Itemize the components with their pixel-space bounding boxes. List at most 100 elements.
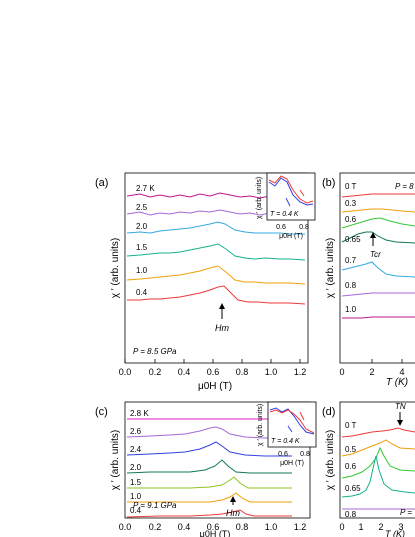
panel-c-label-2.4: 2.4 (130, 445, 142, 454)
panel-d-curve-labels: 0 T 0.5 0.6 0.65 0.8 (345, 421, 361, 519)
panel-c-inset-ylabel: χ ′ (arb. units) (257, 404, 264, 446)
panel-c-label-2.0: 2.0 (130, 463, 142, 472)
panel-a-xlabel: μ0H (T) (198, 381, 232, 392)
panel-c-inset: χ ′ (arb. units) T = 0.4 K 0.6 0.8 μ0H (… (257, 401, 317, 467)
panel-b-tcr-arrow: Tcr (370, 232, 381, 259)
panel-b-tag: (b) (322, 177, 335, 189)
panel-a-inset-xlabel: μ0H (T) (279, 233, 303, 240)
panel-a-inset-temp: T = 0.4 K (270, 211, 299, 218)
panel-c-xlabel: μ0H (T) (200, 529, 231, 537)
panel-b-curve-0.7 (341, 261, 415, 278)
panel-b-xtick: 0 (339, 367, 344, 377)
panel-a-inset-ylabel: χ ′ (arb. units) (256, 177, 263, 219)
panel-c-hm-arrow: Hm (226, 496, 240, 518)
panel-c-pressure: P = 9.1 GPa (133, 501, 177, 510)
panel-a-xtick: 0.6 (207, 367, 220, 377)
panel-c-inset-curve-red (269, 409, 315, 434)
panel-a-xticks: 0.0 0.2 0.4 0.6 0.8 1.0 1.2 (119, 367, 307, 377)
panel-a-xtick: 0.2 (149, 367, 162, 377)
panel-c-label-2.6: 2.6 (130, 427, 142, 436)
panel-b-xlabel: T (K) (386, 377, 408, 388)
panel-a-label-1.5: 1.5 (136, 243, 148, 252)
panel-a-inset-frame (266, 172, 316, 221)
panel-a-inset-xtick: 0.6 (276, 224, 286, 231)
panel-b-xtick: 4 (399, 367, 404, 377)
panel-d-curve-0.5 (341, 439, 415, 457)
panel-b-curve-0.3 (341, 208, 415, 213)
panel-c-inset-xtick: 0.6 (278, 451, 288, 458)
panel-b-curve-labels: 0 T 0.3 0.6 0.65 0.7 0.8 1.0 (345, 182, 361, 314)
panel-d: (d) 0 T 0.5 0.6 0.65 0.8 P = TN χ ′ (arb… (322, 401, 415, 537)
panel-b-label-0.3: 0.3 (345, 199, 357, 208)
panel-c-xtick: 1.0 (265, 522, 278, 532)
panel-a-frame (124, 172, 309, 364)
panel-d-label-0.6: 0.6 (345, 462, 357, 471)
panel-b-tcr-label: Tcr (370, 250, 381, 259)
panel-a-xtick-marks (124, 359, 301, 363)
panel-c-inset-xtick: 0.8 (300, 451, 310, 458)
panel-d-frame (339, 401, 415, 519)
panel-a-label-1.0: 1.0 (136, 266, 148, 275)
panel-b-ylabel: χ ′ (arb. units) (325, 238, 336, 298)
panel-a-curve-1.5 (126, 243, 306, 261)
panel-a-curve-1.0 (126, 265, 306, 285)
panel-a-inset-curve-blue (268, 177, 314, 206)
panel-c-xtick: 1.2 (294, 522, 307, 532)
panel-b-curve-0.6 (341, 217, 415, 229)
panel-a-label-2.0: 2.0 (136, 222, 148, 231)
panel-a-inset-xtick: 0.8 (299, 224, 309, 231)
panel-a: (a) 2.7 K 2.5 2.0 1.5 1.0 0.4 P = 8.5 GP… (95, 172, 316, 392)
panel-c-xtick: 0.8 (236, 522, 249, 532)
panel-c-frame (124, 401, 311, 519)
panel-a-label-0.4: 0.4 (136, 288, 148, 297)
panel-a-hm-label: Hm (215, 323, 229, 333)
panel-d-curve-0T (341, 427, 415, 438)
panel-b-label-0.8: 0.8 (345, 281, 357, 290)
panel-d-xtick: 0 (339, 522, 344, 532)
panel-c-curve-1.5 (127, 476, 292, 489)
panel-c-xtick: 0.0 (119, 522, 132, 532)
panel-a-inset-curve-red (268, 175, 314, 204)
panel-d-ylabel: χ ′ (arb. units) (325, 430, 336, 490)
panel-b-curve-0T (341, 193, 415, 198)
panel-d-label-0.5: 0.5 (345, 445, 357, 454)
panel-a-pressure: P = 8.5 GPa (133, 347, 177, 356)
panel-c-label-2.8K: 2.8 K (130, 409, 149, 418)
panel-c-curve-2.0 (126, 459, 292, 474)
panel-c-xtick: 0.2 (149, 522, 162, 532)
panel-b-curve-0.8 (341, 292, 415, 297)
panel-b-xticks: 0 2 4 (339, 367, 404, 377)
panel-b-xtick-marks (371, 359, 403, 363)
panel-a-xtick: 1.0 (265, 367, 278, 377)
panel-b-label-0T: 0 T (345, 182, 357, 191)
panel-a-hm-arrow: Hm (215, 303, 229, 333)
panel-b: (b) 0 T 0.3 0.6 0.65 0.7 0.8 1.0 P = 8 T… (322, 172, 415, 388)
panel-d-tn-arrow: TN (395, 402, 406, 426)
panel-a-curve-2.0 (126, 221, 305, 235)
panel-a-xtick: 1.2 (294, 367, 307, 377)
panel-a-inset: χ ′ (arb. units) T = 0.4 K 0.6 0.8 μ0H (… (256, 172, 316, 240)
panel-c-curve-0.4 (126, 509, 292, 518)
panel-b-frame (339, 172, 415, 364)
panel-a-ylabel: χ ′ (arb. units) (110, 238, 121, 298)
panel-d-xtick: 1 (358, 522, 363, 532)
panel-a-xtick: 0.0 (119, 367, 132, 377)
panel-b-curves (341, 193, 415, 319)
panel-b-label-1.0: 1.0 (345, 305, 357, 314)
panel-c-inset-xlabel: μ0H (T) (280, 460, 304, 467)
panel-c-curve-labels: 2.8 K 2.6 2.4 2.0 1.5 1.0 0.4 (130, 409, 149, 515)
panel-d-label-0T: 0 T (345, 421, 357, 430)
panel-d-curve-0.65 (341, 455, 415, 498)
panel-a-curve-0.4 (127, 285, 306, 305)
panel-d-xtick: 2 (378, 522, 383, 532)
panel-a-label-2.7K: 2.7 K (136, 184, 155, 193)
panel-c-label-1.5: 1.5 (130, 478, 142, 487)
panel-a-xtick: 0.8 (236, 367, 249, 377)
panel-d-pressure: P = (400, 508, 412, 517)
panel-c-xtick: 0.6 (207, 522, 220, 532)
panel-d-tag: (d) (322, 406, 335, 418)
panel-d-label-0.65: 0.65 (345, 484, 361, 493)
panel-b-label-0.7: 0.7 (345, 256, 357, 265)
panel-b-xtick: 2 (369, 367, 374, 377)
panel-c-label-1.0: 1.0 (130, 492, 142, 501)
